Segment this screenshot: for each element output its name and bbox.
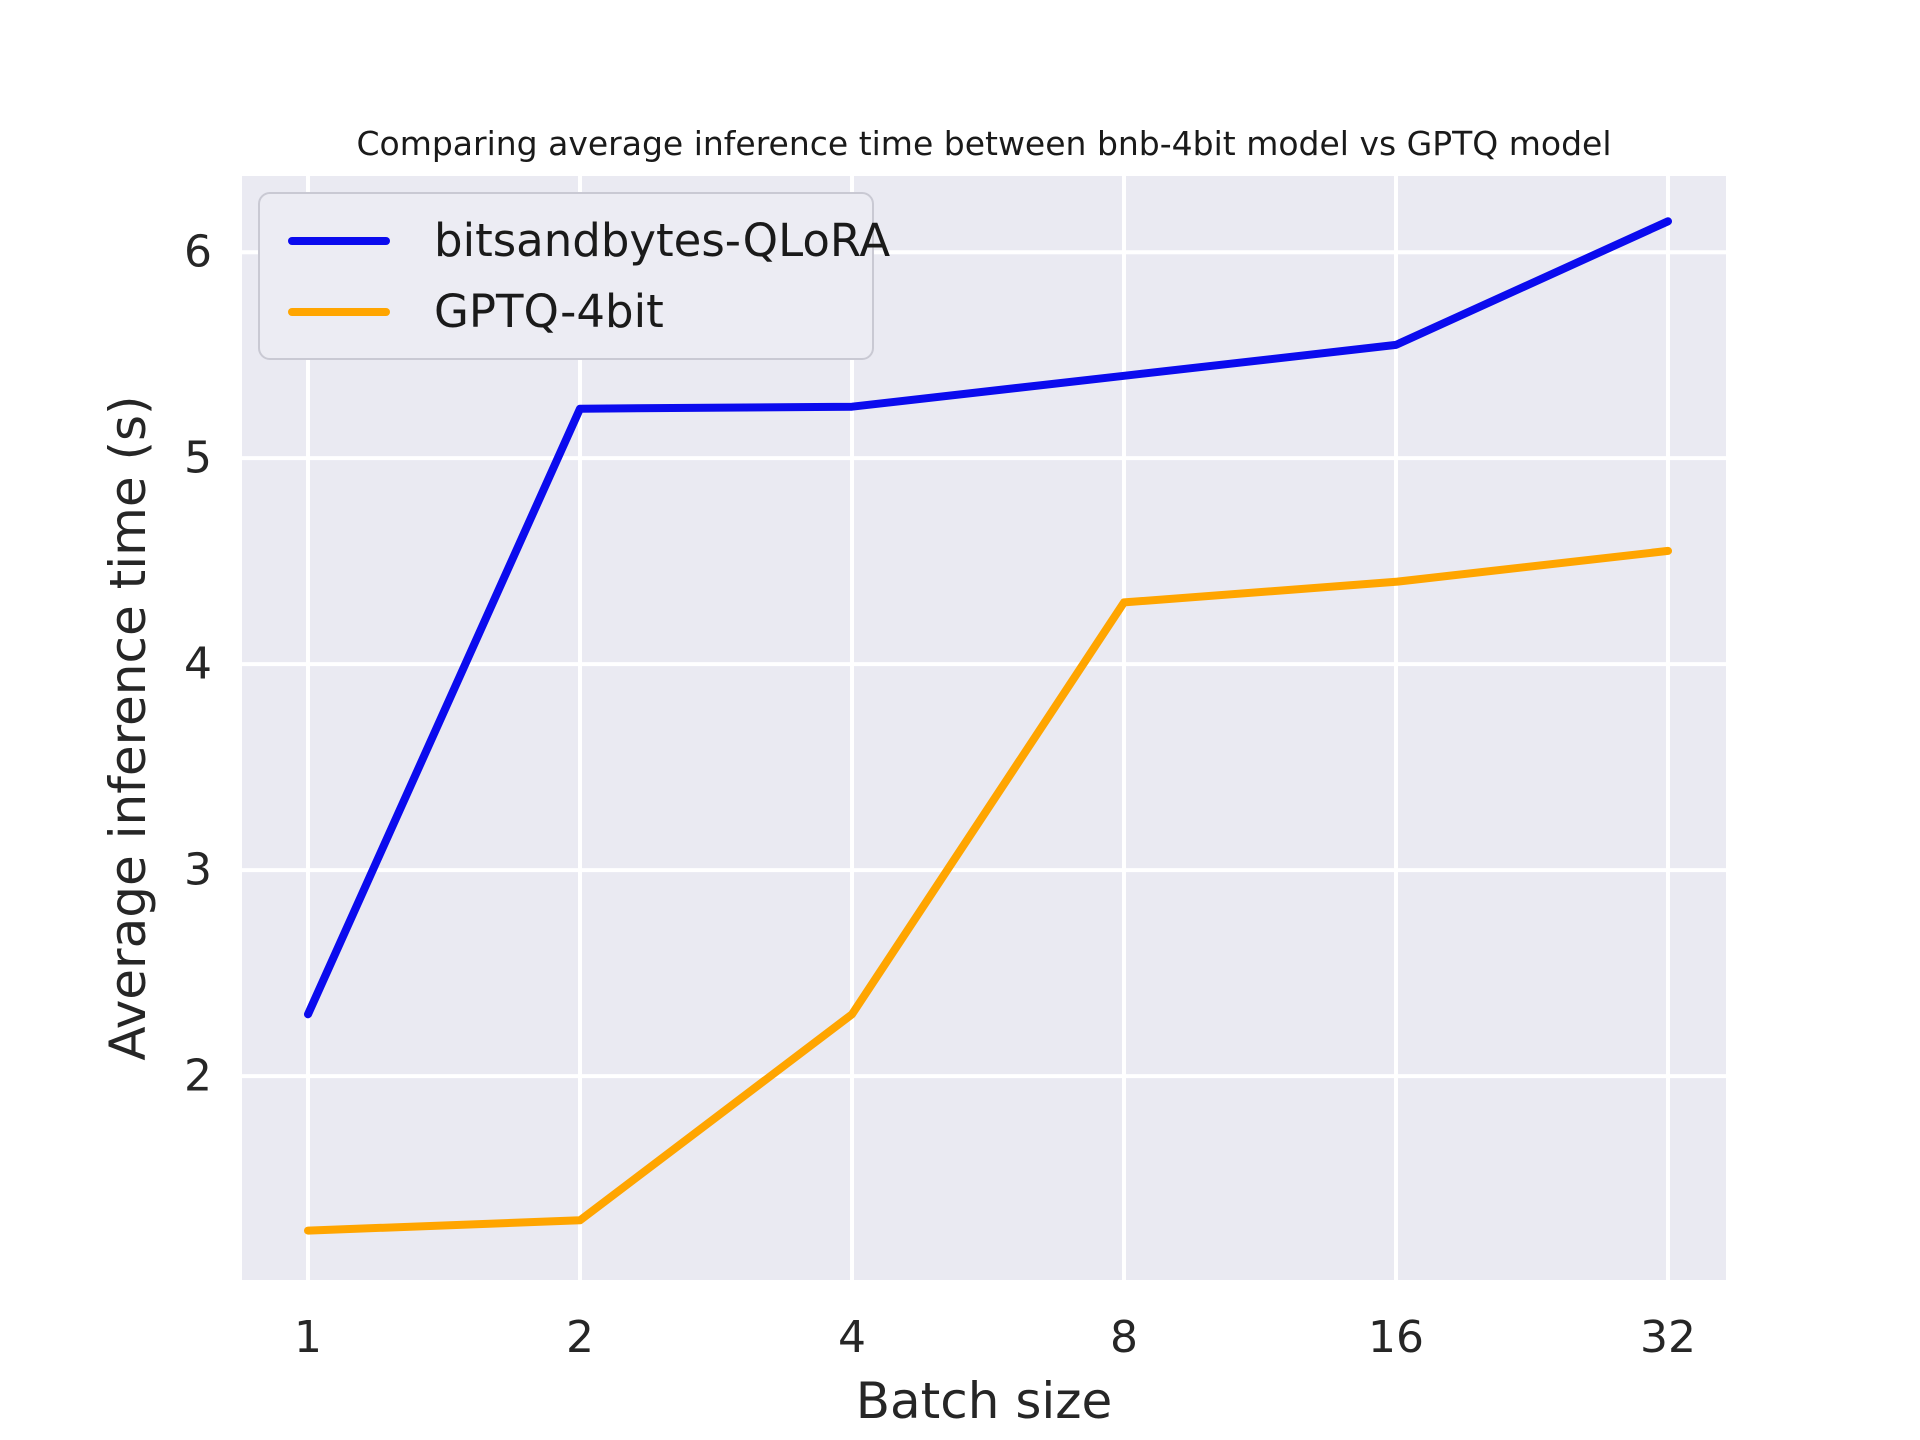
x-tick-label: 16: [1368, 1312, 1424, 1363]
x-axis-label: Batch size: [855, 1372, 1113, 1430]
legend-row: GPTQ-4bit: [288, 285, 844, 338]
legend-line-sample: [288, 236, 390, 245]
x-tick-label: 8: [1110, 1312, 1138, 1363]
chart-title: Comparing average inference time between…: [356, 124, 1612, 163]
legend-label: bitsandbytes-QLoRA: [434, 214, 891, 267]
x-tick-label: 4: [838, 1312, 866, 1363]
y-tick-label: 2: [184, 1050, 212, 1102]
y-axis-label-text: Average inference time (s): [99, 395, 157, 1061]
x-tick-label: 32: [1640, 1312, 1696, 1363]
legend-row: bitsandbytes-QLoRA: [288, 214, 890, 267]
legend-label: GPTQ-4bit: [434, 285, 664, 338]
legend: bitsandbytes-QLoRA GPTQ-4bit: [258, 192, 890, 360]
y-tick-label: 3: [184, 844, 212, 896]
y-tick-label: 5: [184, 432, 212, 484]
x-tick-label: 1: [294, 1312, 322, 1363]
series-line-gptq-4bit: [304, 546, 1672, 1235]
y-tick-label: 4: [184, 638, 212, 690]
legend-line-sample: [288, 307, 390, 316]
x-tick-label: 2: [566, 1312, 594, 1363]
plot-area: [242, 176, 1726, 1280]
series-line-bitsandbytes-qlora: [304, 217, 1672, 1019]
y-tick-label: 6: [184, 226, 212, 278]
